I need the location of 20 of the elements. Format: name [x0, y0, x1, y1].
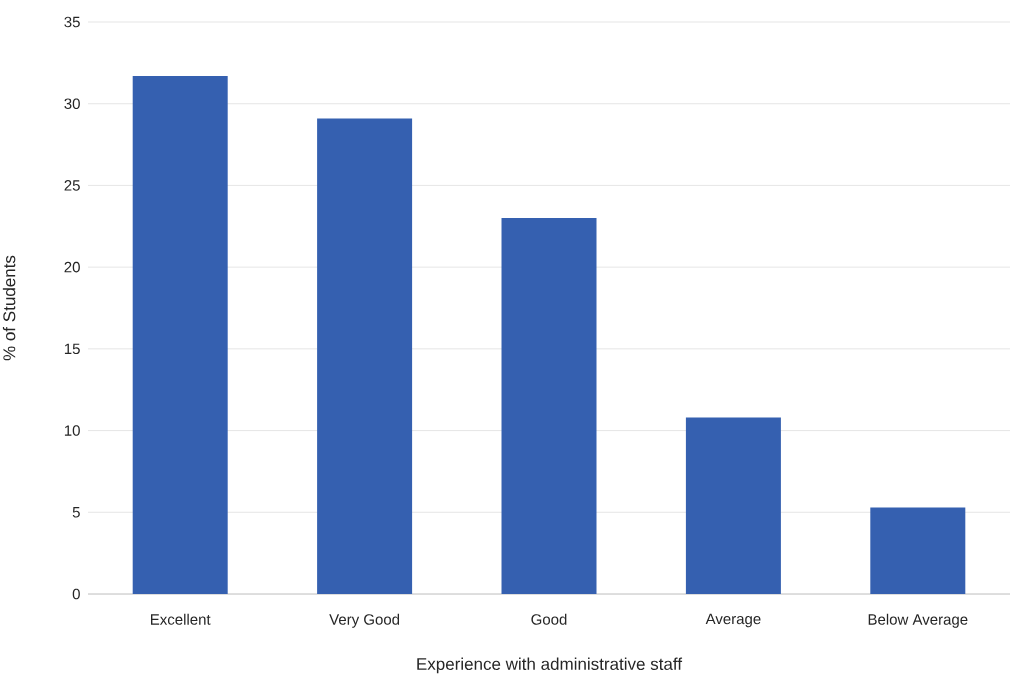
y-tick-label: 5 — [72, 507, 80, 518]
y-tick-label: 35 — [64, 16, 80, 28]
y-axis-title: % of Students — [2, 255, 16, 361]
x-tick-label: Below Average — [868, 613, 968, 628]
y-tick-label: 20 — [64, 261, 80, 273]
bar — [685, 417, 781, 594]
bar — [132, 75, 228, 594]
y-tick-label: 10 — [64, 425, 80, 436]
bar — [870, 507, 966, 594]
bar — [501, 218, 597, 594]
x-tick-label: Excellent — [151, 613, 211, 625]
y-tick-label: 0 — [72, 588, 80, 600]
x-tick-label: Average — [705, 613, 761, 628]
y-tick-label: 25 — [64, 180, 80, 191]
x-tick-label: Good — [531, 613, 567, 625]
y-tick-label: 15 — [64, 343, 80, 355]
y-tick-label: 30 — [64, 98, 80, 110]
bar — [317, 118, 413, 594]
x-tick-label: Very Good — [329, 613, 400, 628]
x-axis-title: Experience with administrative staff — [417, 657, 683, 674]
